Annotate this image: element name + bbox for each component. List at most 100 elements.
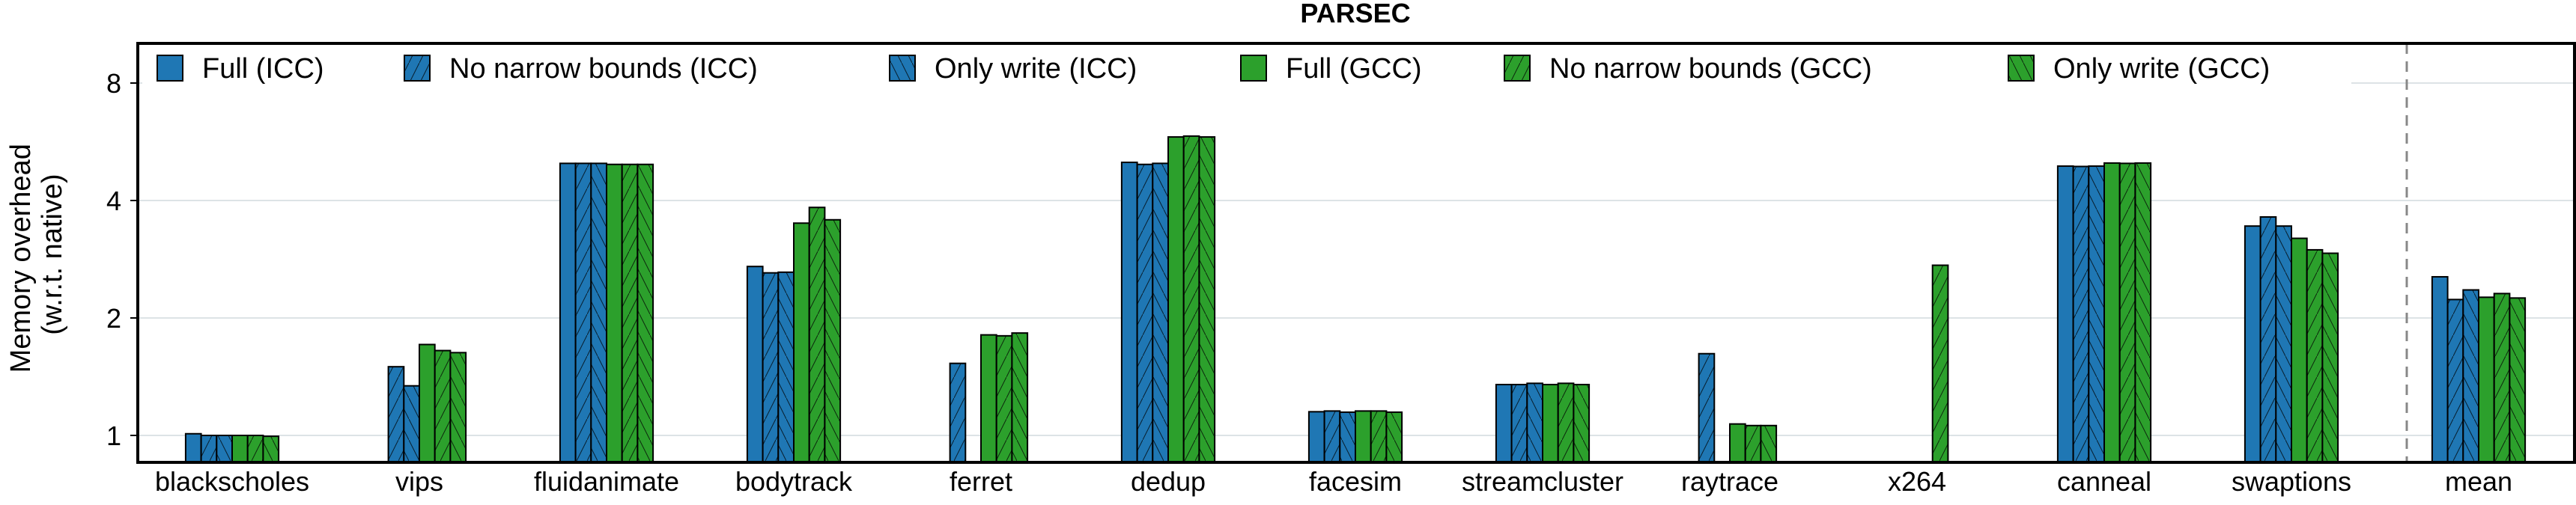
x-tick-label: blackscholes bbox=[155, 466, 309, 497]
bar-group-vips bbox=[387, 343, 467, 464]
bar-hatch bbox=[1932, 265, 1948, 462]
bar-group-canneal bbox=[2056, 162, 2152, 464]
x-tick-label: raytrace bbox=[1681, 466, 1778, 497]
bar bbox=[2431, 275, 2449, 463]
bar-hatch bbox=[1511, 385, 1528, 462]
y-tick-label: 4 bbox=[106, 186, 121, 216]
x-tick-label: ferret bbox=[950, 466, 1012, 497]
y-axis-label-line-1: Memory overhead bbox=[5, 144, 37, 373]
legend-swatch-hatch bbox=[404, 55, 430, 81]
x-tick-label: streamcluster bbox=[1462, 466, 1623, 497]
x-tick-label: bodytrack bbox=[735, 466, 853, 497]
plot-frame bbox=[136, 42, 2576, 464]
x-tick-label: vips bbox=[395, 466, 443, 497]
x-tick-label: x264 bbox=[1888, 466, 1946, 497]
bar-hatch bbox=[2119, 163, 2136, 462]
legend-swatch bbox=[157, 55, 183, 82]
bar bbox=[1355, 410, 1372, 464]
legend-label: No narrow bounds (ICC) bbox=[449, 53, 758, 85]
legend-label: Full (ICC) bbox=[202, 53, 324, 85]
bar-hatch bbox=[1137, 164, 1153, 463]
bar bbox=[231, 435, 249, 463]
bar bbox=[184, 432, 202, 463]
bar-hatch bbox=[950, 363, 966, 462]
bar-hatch bbox=[1183, 135, 1200, 462]
bar-group-blackscholes bbox=[184, 432, 280, 464]
bar bbox=[2103, 162, 2121, 464]
bar-hatch bbox=[388, 367, 404, 462]
bar bbox=[419, 343, 436, 463]
bar-hatch bbox=[201, 435, 217, 462]
bar bbox=[1542, 384, 1559, 464]
bar-hatch bbox=[404, 385, 419, 462]
x-tick-label: facesim bbox=[1309, 466, 1402, 497]
y-tick-label: 2 bbox=[106, 303, 121, 334]
grid-lines bbox=[138, 82, 2575, 436]
legend-item: Full (GCC) bbox=[1240, 53, 1422, 85]
bar-hatch bbox=[2306, 249, 2323, 462]
bar-hatch bbox=[762, 272, 779, 462]
bar-hatch bbox=[1527, 383, 1543, 462]
bar-group-swaptions bbox=[2244, 215, 2339, 463]
bar-hatch bbox=[1324, 411, 1340, 462]
bar bbox=[2056, 165, 2074, 463]
bar-hatch bbox=[1199, 137, 1215, 462]
bar bbox=[1307, 411, 1325, 464]
bar-hatch bbox=[996, 335, 1012, 462]
bar bbox=[1167, 136, 1185, 463]
y-axis: 1 2 4 8 bbox=[106, 68, 138, 451]
bar-hatch bbox=[637, 164, 654, 463]
bar-group-ferret bbox=[949, 332, 1029, 463]
legend-label: Only write (ICC) bbox=[935, 53, 1137, 85]
bar-hatch bbox=[1573, 385, 1590, 462]
x-tick-label: dedup bbox=[1131, 466, 1206, 497]
bar bbox=[559, 162, 577, 463]
legend-label: No narrow bounds (GCC) bbox=[1549, 53, 1872, 85]
bar-hatch bbox=[1370, 411, 1387, 462]
bar-group-facesim bbox=[1307, 410, 1403, 464]
bar-hatch bbox=[434, 350, 451, 462]
bar-hatch bbox=[824, 219, 841, 462]
bar bbox=[1729, 423, 1746, 464]
bar bbox=[1120, 162, 1138, 463]
bar-hatch bbox=[1340, 411, 1355, 462]
bar-group-dedup bbox=[1120, 135, 1216, 463]
x-axis: blackscholes vips fluidanimate bodytrack fer… bbox=[155, 466, 2512, 497]
bar bbox=[980, 334, 997, 463]
bar bbox=[2291, 237, 2308, 463]
legend: Full (ICC) No narrow bounds (ICC) Only wri… bbox=[142, 46, 2351, 91]
bar bbox=[606, 163, 623, 463]
bar-hatch bbox=[575, 163, 592, 462]
legend-item: Full (ICC) bbox=[157, 53, 324, 85]
legend-item: Only write (ICC) bbox=[889, 53, 1137, 85]
legend-label: Only write (GCC) bbox=[2053, 53, 2270, 85]
bars bbox=[184, 135, 2527, 464]
bar-group-mean bbox=[2431, 275, 2527, 464]
bar bbox=[746, 266, 764, 463]
y-axis-label: Memory overhead (w.r.t. native) bbox=[5, 136, 68, 373]
bar-hatch bbox=[2463, 290, 2479, 462]
bar bbox=[2478, 296, 2495, 463]
bar-hatch bbox=[247, 435, 264, 462]
bar-hatch bbox=[2089, 166, 2104, 462]
bar-hatch bbox=[2509, 298, 2526, 462]
bar-group-bodytrack bbox=[746, 206, 842, 464]
bar-hatch bbox=[778, 272, 794, 462]
legend-swatch-hatch bbox=[890, 55, 915, 81]
legend-swatch bbox=[1240, 55, 1267, 82]
legend-swatch-hatch bbox=[1504, 55, 1530, 81]
bar-hatch bbox=[1386, 411, 1403, 462]
bar-hatch bbox=[1558, 383, 1574, 462]
legend-item: No narrow bounds (ICC) bbox=[404, 53, 758, 85]
legend-item: No narrow bounds (GCC) bbox=[1504, 53, 1872, 85]
bar-group-streamcluster bbox=[1495, 382, 1591, 464]
legend-item: Only write (GCC) bbox=[2008, 53, 2270, 85]
bar-hatch bbox=[591, 163, 607, 462]
chart-title: PARSEC bbox=[1300, 0, 1410, 28]
y-tick-label: 1 bbox=[106, 420, 121, 451]
bar-hatch bbox=[2447, 299, 2464, 462]
bar-hatch bbox=[2260, 216, 2276, 462]
bar-hatch bbox=[622, 164, 638, 463]
bar-hatch bbox=[1761, 425, 1777, 462]
